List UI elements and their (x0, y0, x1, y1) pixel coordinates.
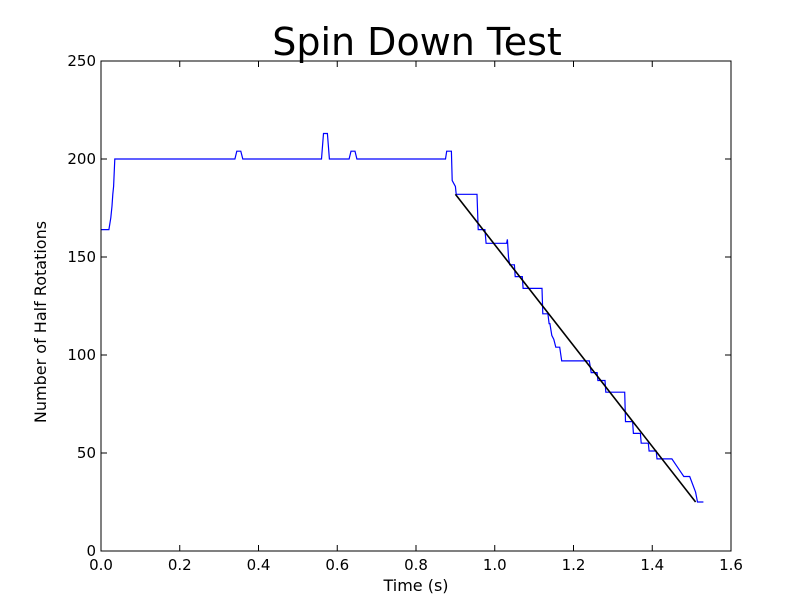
x-tick-label: 0.8 (404, 556, 428, 574)
x-tick-label: 0.2 (168, 556, 192, 574)
plot-area (101, 132, 704, 503)
y-tick-label: 100 (67, 346, 96, 364)
x-tick-label: 0.6 (325, 556, 349, 574)
series-line-measured (101, 132, 704, 503)
x-tick-label: 1.4 (640, 556, 664, 574)
x-tick-label: 0.4 (247, 556, 271, 574)
y-tick-label: 250 (67, 52, 96, 70)
x-tick-label: 1.0 (483, 556, 507, 574)
x-axis-ticks: 0.0 0.2 0.4 0.6 0.8 1.0 1.2 1.4 1.6 (89, 61, 743, 574)
x-axis-label: Time (s) (382, 576, 448, 595)
x-tick-label: 1.2 (562, 556, 586, 574)
y-axis-ticks: 0 50 100 150 200 250 (67, 52, 731, 560)
y-axis-label: Number of Half Rotations (31, 221, 50, 423)
x-tick-label: 1.6 (719, 556, 743, 574)
chart-title: Spin Down Test (272, 20, 562, 64)
y-tick-label: 0 (86, 542, 96, 560)
series-line-fit (454, 193, 697, 503)
y-tick-label: 50 (77, 444, 96, 462)
y-tick-label: 200 (67, 150, 96, 168)
axes-frame (100, 60, 732, 552)
x-tick-label: 0.0 (89, 556, 113, 574)
y-tick-label: 150 (67, 248, 96, 266)
